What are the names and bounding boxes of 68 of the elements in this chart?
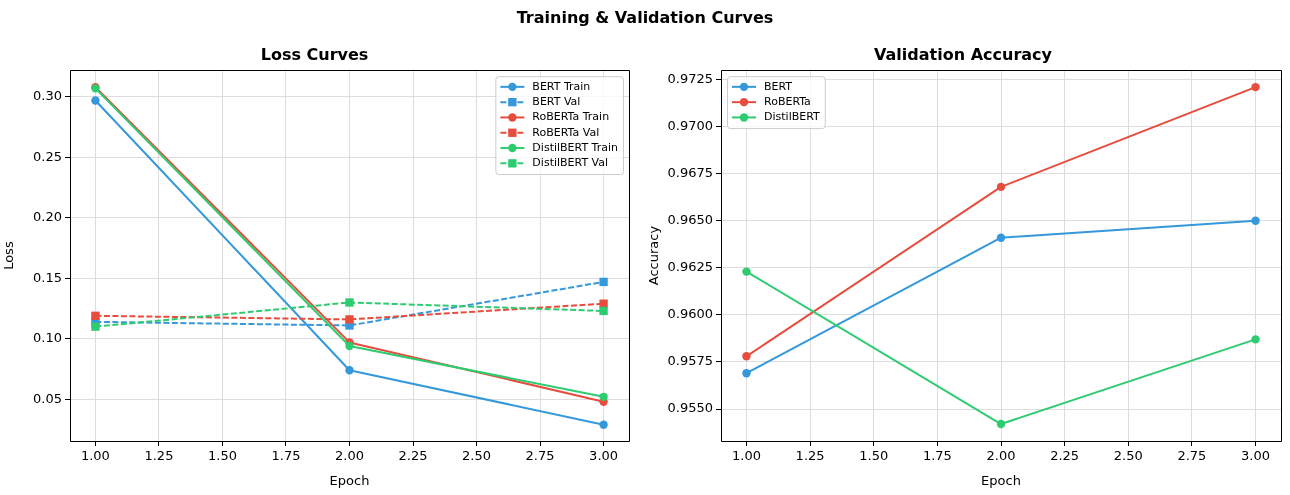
point — [742, 352, 751, 361]
point — [91, 322, 100, 331]
x-tick-label: 1.25 — [795, 448, 825, 464]
point — [599, 306, 608, 316]
x-tick-label: 2.00 — [986, 448, 1016, 464]
legend-label: RoBERTa Train — [532, 110, 610, 124]
x-tick-label: 2.75 — [525, 448, 555, 464]
point — [1251, 82, 1260, 92]
point — [345, 366, 354, 375]
x-tick-label: 2.75 — [1177, 448, 1207, 464]
y-tick-label: 0.9600 — [667, 306, 713, 322]
point — [91, 96, 100, 105]
point — [91, 311, 100, 320]
point — [742, 369, 751, 378]
y-tick-label: 0.30 — [33, 88, 62, 104]
y-tick-label: 0.9625 — [667, 259, 713, 275]
legend-label: DistilBERT — [764, 110, 821, 124]
x-tick-label: 1.50 — [859, 448, 889, 464]
y-axis-title: Loss — [1, 241, 17, 270]
x-tick-label: 3.00 — [589, 448, 619, 464]
legend-label: BERT Val — [532, 95, 581, 109]
point — [1251, 335, 1260, 344]
x-axis-title: Epoch — [329, 472, 370, 488]
y-tick-label: 0.9550 — [667, 400, 713, 416]
point — [1251, 216, 1260, 225]
point — [742, 267, 751, 276]
y-tick-label: 0.20 — [33, 209, 62, 225]
legend-label: BERT Train — [532, 79, 591, 93]
legend-label: RoBERTa — [764, 95, 811, 109]
point — [345, 315, 354, 324]
point — [345, 298, 354, 307]
y-tick-label: 0.9700 — [667, 118, 713, 134]
x-tick-label: 2.25 — [1050, 448, 1080, 464]
legend-label: DistilBERT Val — [532, 156, 609, 170]
legend-label: RoBERTa Val — [532, 125, 600, 139]
point — [599, 277, 608, 287]
legend-label: DistilBERT Train — [532, 140, 619, 154]
text: Training & Validation Curves — [515, 7, 775, 29]
point — [996, 233, 1006, 242]
x-tick-label: 2.00 — [335, 448, 364, 464]
x-tick-label: 3.00 — [1241, 448, 1271, 464]
x-tick-label: 2.50 — [462, 448, 492, 464]
x-tick-label: 2.25 — [398, 448, 428, 464]
y-axis-title: Accuracy — [646, 225, 662, 286]
x-tick-label: 1.25 — [144, 448, 174, 464]
y-tick-label: 0.10 — [33, 330, 62, 346]
point — [599, 420, 608, 429]
x-tick-label: 1.00 — [731, 448, 761, 464]
x-tick-label: 1.75 — [271, 448, 301, 464]
y-tick-label: 0.9575 — [667, 353, 713, 369]
x-tick-label: 1.75 — [922, 448, 952, 464]
legend-label: BERT — [764, 79, 793, 93]
x-tick-label: 2.50 — [1113, 448, 1143, 464]
y-tick-label: 0.9650 — [667, 212, 713, 228]
y-tick-label: 0.9725 — [667, 70, 713, 86]
x-tick-label: 1.50 — [207, 448, 237, 464]
point — [599, 392, 608, 402]
x-axis-title: Epoch — [981, 472, 1021, 488]
point — [996, 182, 1006, 192]
point — [345, 341, 354, 351]
x-tick-label: 1.00 — [80, 448, 110, 464]
chart-title: Validation Accuracy — [874, 44, 1053, 64]
chart-title: Loss Curves — [260, 44, 369, 64]
y-tick-label: 0.25 — [33, 148, 62, 164]
point — [996, 419, 1006, 429]
y-tick-label: 0.9675 — [667, 165, 713, 181]
y-tick-label: 0.05 — [33, 390, 62, 406]
y-tick-label: 0.15 — [33, 269, 62, 285]
